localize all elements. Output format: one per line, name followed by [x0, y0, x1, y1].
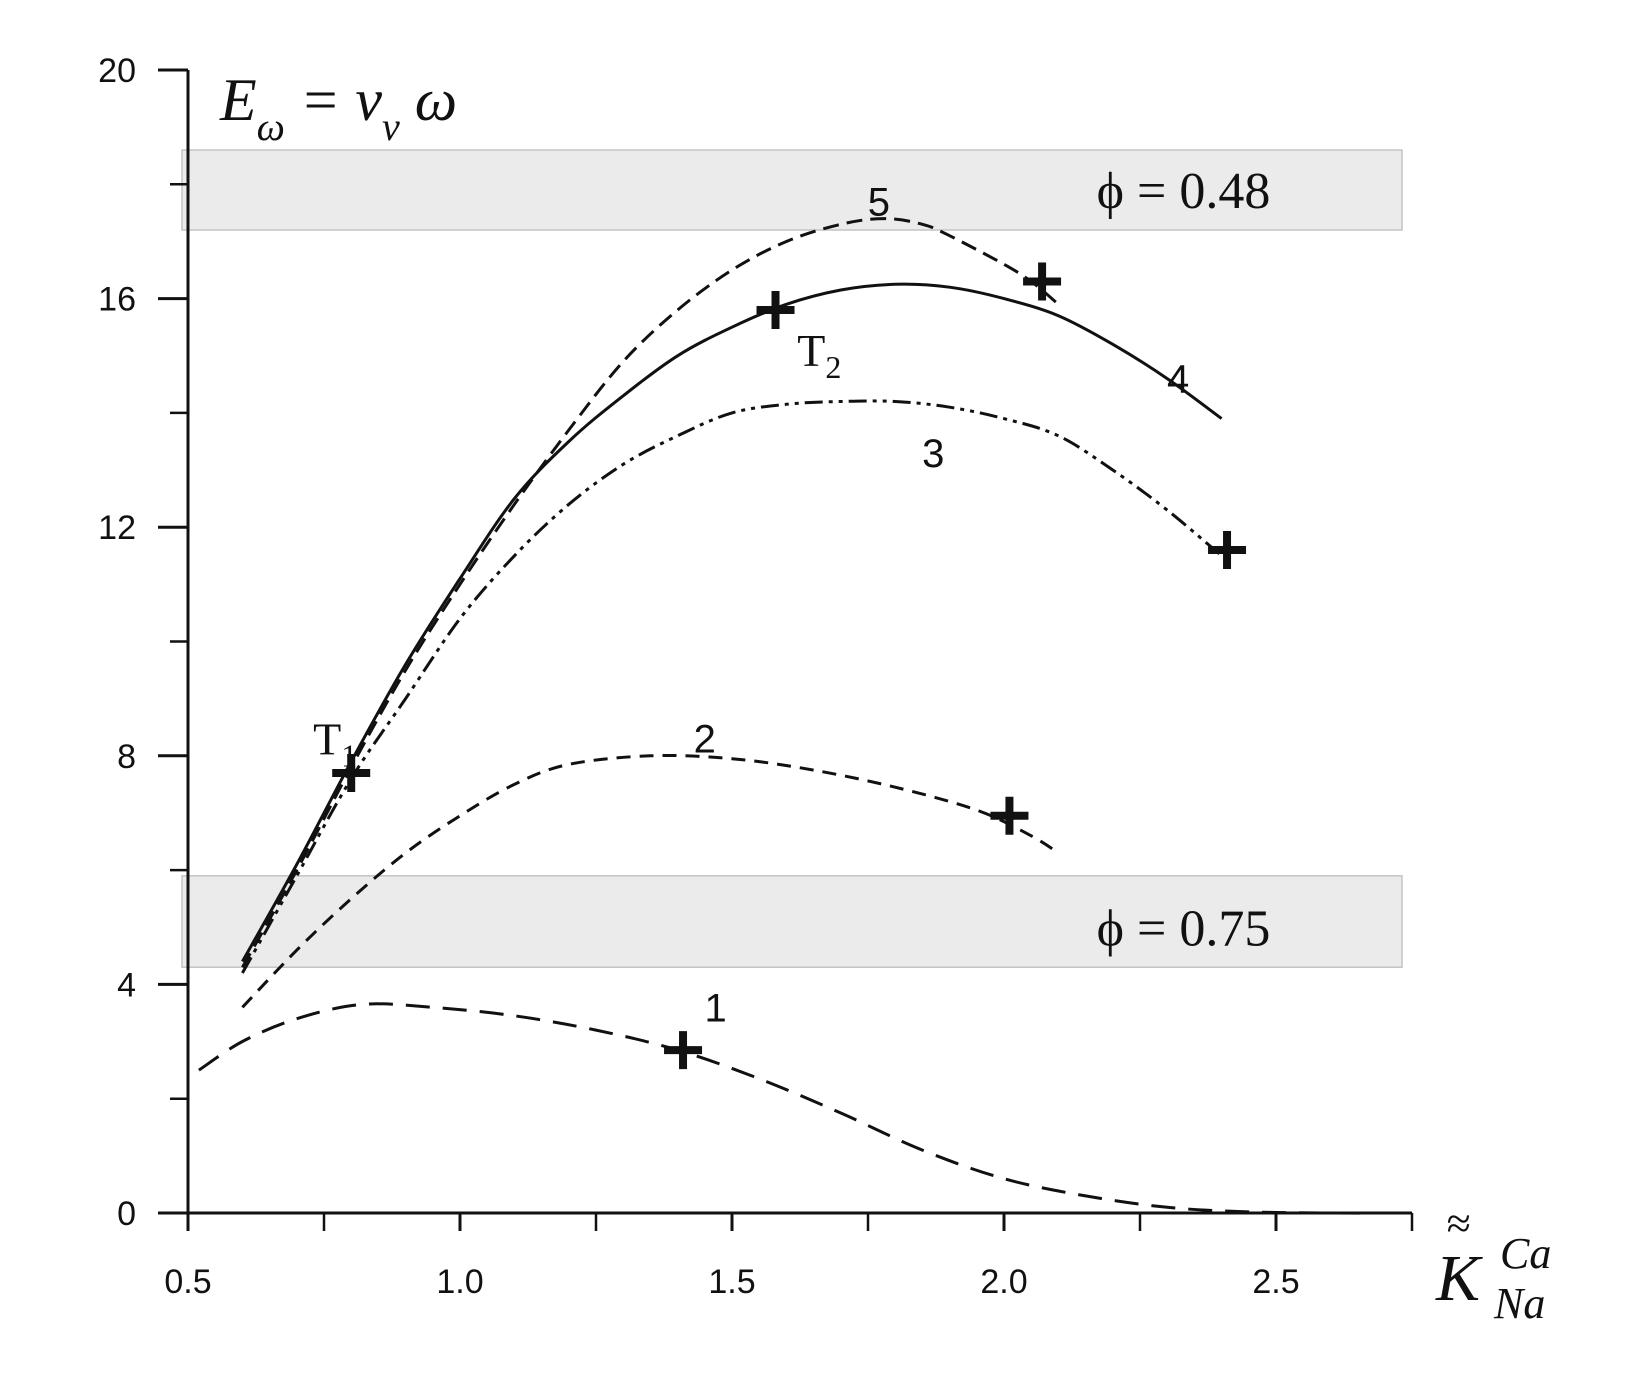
- band-2: [181, 875, 1403, 969]
- series-5-label: 5: [868, 180, 890, 224]
- x-tick-label: 1.0: [436, 1263, 483, 1301]
- series-5-line: [241, 217, 1060, 969]
- cross-marker: [1208, 531, 1247, 570]
- x-axis-label-accent: ≈: [1446, 1199, 1470, 1248]
- y-tick-label: 12: [98, 509, 136, 547]
- curves: 1 2 3 4 5: [198, 180, 1385, 1215]
- marker-label: T1: [313, 714, 357, 774]
- y-tick-label: 16: [98, 281, 136, 319]
- chart-title: Eω = vv ω: [219, 67, 457, 149]
- series-4-line: [241, 282, 1223, 963]
- marker-label: T2: [797, 325, 841, 385]
- y-tick-label: 8: [117, 738, 136, 776]
- x-axis-label: K ≈ Ca Na: [1435, 1199, 1551, 1328]
- cross-marker: [756, 291, 795, 330]
- series-2-label: 2: [694, 718, 716, 762]
- x-axis-label-superscript: Ca: [1500, 1229, 1551, 1278]
- series-1-label: 1: [705, 986, 727, 1030]
- x-axis-label-main: K: [1435, 1242, 1483, 1315]
- x-axis-label-subscript: Na: [1493, 1279, 1545, 1328]
- y-tick-label: 4: [117, 966, 136, 1004]
- cross-marker: [990, 796, 1029, 835]
- cross-marker: [332, 753, 371, 792]
- series-3-line: [241, 399, 1223, 974]
- x-tick-label: 1.5: [708, 1263, 755, 1301]
- series-3-label: 3: [922, 432, 944, 476]
- x-tick-label: 2.5: [1252, 1263, 1299, 1301]
- markers: T1 T2: [313, 262, 1247, 1070]
- x-tick-label: 2.0: [980, 1263, 1027, 1301]
- series-1-line: [198, 1002, 1385, 1215]
- series-4-label: 4: [1167, 358, 1189, 402]
- cross-marker: [1023, 262, 1062, 301]
- band-label: ϕ = 0.48: [1097, 163, 1271, 220]
- band-1: [181, 149, 1403, 231]
- y-tick-label: 20: [98, 52, 136, 90]
- x-tick-label: 0.5: [164, 1263, 211, 1301]
- band-layer: ϕ = 0.48 ϕ = 0.75: [181, 149, 1403, 969]
- cross-marker: [664, 1031, 703, 1070]
- series-2-line: [241, 753, 1060, 1009]
- y-tick-label: 0: [117, 1195, 136, 1233]
- band-label: ϕ = 0.75: [1097, 900, 1271, 957]
